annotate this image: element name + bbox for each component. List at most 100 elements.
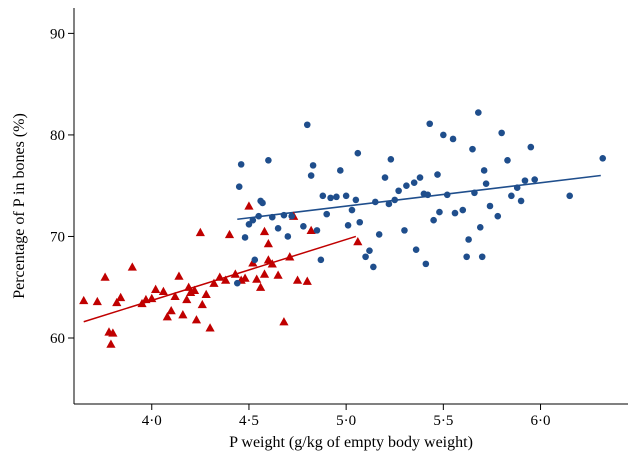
triangle-point xyxy=(221,275,231,284)
triangle-point xyxy=(116,292,126,302)
circle-point xyxy=(265,157,272,164)
circle-point xyxy=(370,263,377,271)
circle-point xyxy=(476,224,484,231)
x-tick-label: 4·0 xyxy=(142,413,162,429)
circle-point xyxy=(342,192,350,200)
circle-point xyxy=(337,167,344,174)
circle-point xyxy=(480,167,488,174)
y-axis-label: Percentage of P in bones (%) xyxy=(11,113,28,299)
circle-point xyxy=(274,225,282,232)
circle-point xyxy=(469,145,476,153)
circle-point xyxy=(475,109,482,116)
circle-point xyxy=(319,192,327,200)
circle-point xyxy=(387,155,395,163)
circle-point xyxy=(307,172,315,179)
circle-point xyxy=(412,246,420,253)
triangle-point xyxy=(353,236,363,246)
trend-lines xyxy=(83,174,601,323)
triangle-point xyxy=(292,275,303,284)
circle-point xyxy=(259,199,266,207)
triangle-point xyxy=(92,296,102,306)
triangle-point xyxy=(256,282,266,291)
triangle-point xyxy=(158,286,169,295)
circle-point xyxy=(426,120,434,128)
circle-point xyxy=(434,171,441,178)
circle-point xyxy=(459,206,467,214)
circle-point xyxy=(309,162,317,169)
triangle-point xyxy=(195,227,205,237)
triangle-point xyxy=(147,293,157,303)
circle-point xyxy=(385,200,393,208)
circle-point xyxy=(471,189,478,197)
circle-point xyxy=(566,192,573,200)
triangle-point xyxy=(240,273,250,282)
circle-point xyxy=(451,209,459,217)
triangle-point xyxy=(263,238,273,248)
x-tick-label: 6·0 xyxy=(531,413,551,429)
triangle-point xyxy=(201,289,211,299)
circle-point xyxy=(449,135,457,143)
triangle-point xyxy=(100,272,110,281)
circle-point xyxy=(354,149,362,157)
triangle-point xyxy=(108,328,118,337)
x-axis-ticks: 4·0 4·5 5·0 5·5 6·0 xyxy=(142,404,551,429)
circle-point xyxy=(352,196,360,204)
circle-point xyxy=(251,256,259,264)
circle-point xyxy=(241,234,249,241)
triangle-point xyxy=(279,317,289,326)
circle-point xyxy=(504,157,511,164)
circle-point xyxy=(424,191,432,199)
circle-point xyxy=(381,174,389,181)
circle-point xyxy=(521,177,529,184)
triangle-point xyxy=(205,323,215,332)
y-axis-ticks: 60 70 80 90 xyxy=(50,26,74,347)
triangle-point xyxy=(302,276,312,285)
circle-point xyxy=(478,253,486,261)
triangle-point xyxy=(162,312,172,321)
circle-point xyxy=(313,227,321,234)
circle-point xyxy=(284,233,292,240)
x-tick-label: 5·0 xyxy=(336,413,356,429)
circle-point xyxy=(356,218,364,226)
circle-point xyxy=(410,179,418,186)
circle-point xyxy=(391,196,399,204)
triangle-point xyxy=(79,295,89,305)
triangle-point xyxy=(230,269,240,278)
circle-point xyxy=(531,176,538,183)
circle-point xyxy=(362,253,369,261)
triangle-point xyxy=(174,271,184,280)
circle-point xyxy=(436,208,443,216)
triangle-point xyxy=(182,294,192,304)
circle-point xyxy=(403,182,410,189)
triangle-point xyxy=(273,270,283,279)
circle-point xyxy=(375,231,383,238)
circle-point xyxy=(463,253,470,261)
circle-point xyxy=(344,221,352,229)
circle-point xyxy=(527,143,535,151)
circle-point xyxy=(366,247,373,254)
triangle-point xyxy=(224,229,235,239)
triangle-point xyxy=(127,262,137,271)
triangle-point xyxy=(263,255,273,264)
triangle-point xyxy=(170,291,180,301)
circle-point xyxy=(498,129,505,137)
triangle-point xyxy=(285,252,295,261)
triangle-point xyxy=(112,297,122,307)
circle-point xyxy=(486,202,494,210)
circle-point xyxy=(317,256,325,264)
triangle-point xyxy=(106,339,116,348)
circle-point xyxy=(513,184,521,192)
circle-point xyxy=(482,180,490,187)
triangle-point xyxy=(306,225,316,235)
triangle-point xyxy=(166,305,176,315)
y-tick-label: 60 xyxy=(50,331,65,347)
circle-point xyxy=(440,131,447,139)
circle-point xyxy=(517,197,525,205)
circle-point xyxy=(288,212,296,220)
circle-point xyxy=(465,236,472,243)
x-tick-label: 5·5 xyxy=(433,413,453,429)
triangle-point xyxy=(252,274,262,283)
circle-point xyxy=(323,210,331,218)
circle-point xyxy=(333,193,340,201)
